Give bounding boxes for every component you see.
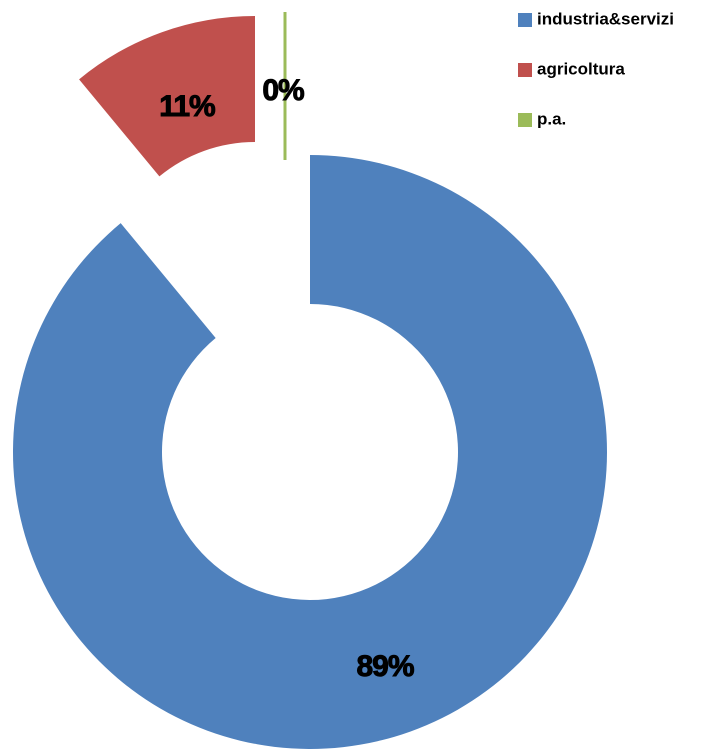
legend-label: industria&servizi <box>537 9 674 28</box>
legend-swatch <box>518 13 532 27</box>
legend-swatch <box>518 113 532 127</box>
slice <box>13 155 607 749</box>
legend-label: p.a. <box>537 109 566 128</box>
slice-label: 0% <box>262 74 304 107</box>
legend-swatch <box>518 63 532 77</box>
slice <box>79 16 255 177</box>
slice-label: 89% <box>356 650 413 683</box>
legend-label: agricoltura <box>537 59 625 78</box>
slice-label: 11% <box>159 90 215 123</box>
